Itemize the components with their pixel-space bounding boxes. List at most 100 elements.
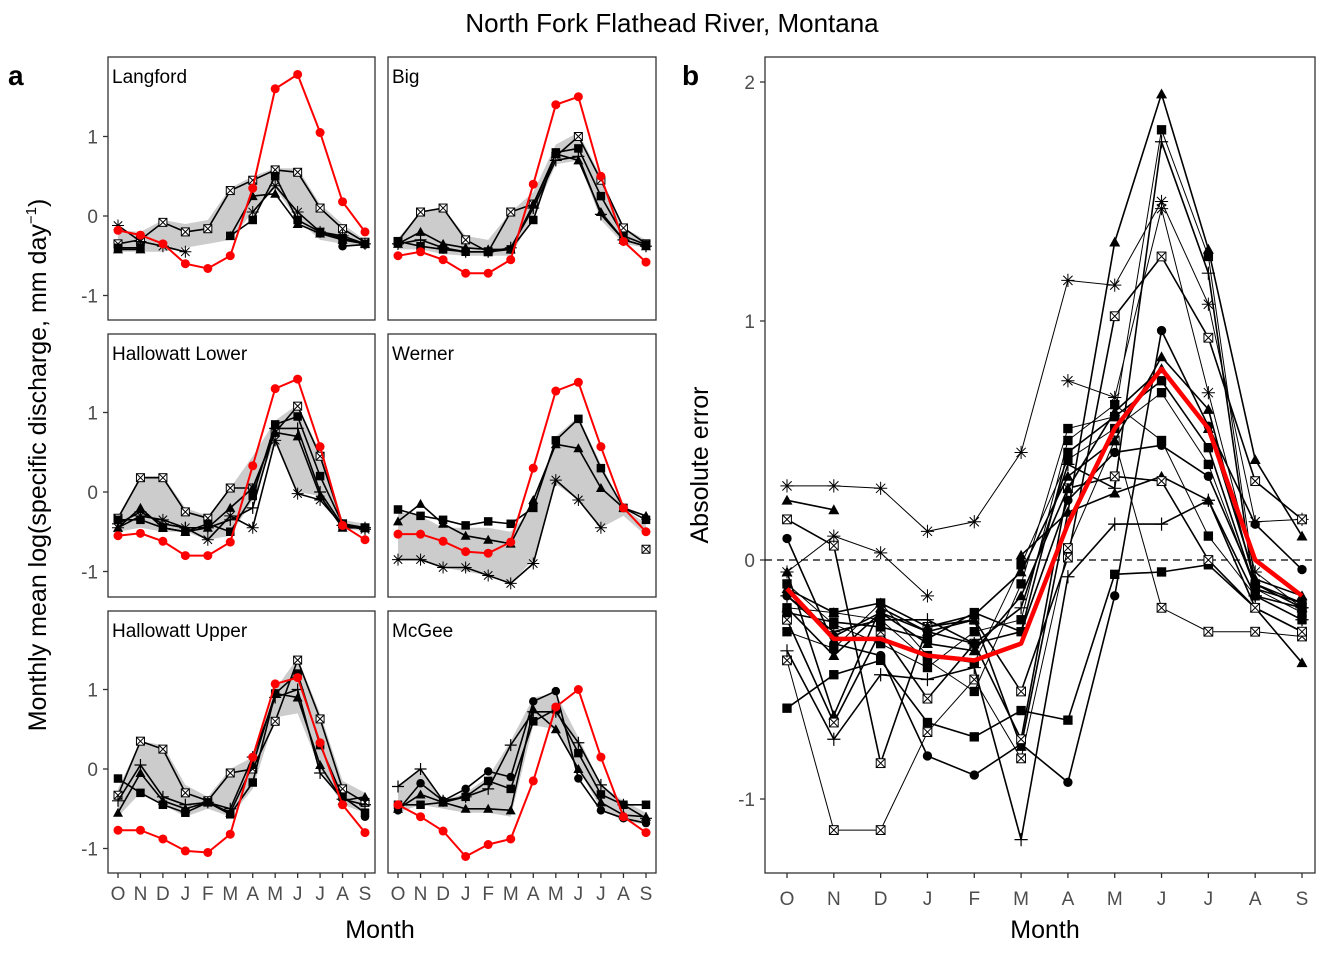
data-point-plus <box>112 794 124 807</box>
observed-point <box>135 825 145 835</box>
observed-point <box>270 679 280 689</box>
data-point-asterisk <box>1201 297 1215 311</box>
observed-point <box>180 259 190 269</box>
data-point-plus <box>1201 266 1215 280</box>
data-point-box-x <box>293 401 302 411</box>
panel-a-y-axis-label-tail: ) <box>24 199 52 207</box>
observed-point <box>483 840 493 850</box>
data-point-square <box>315 471 325 481</box>
data-point-square <box>1110 399 1120 410</box>
observed-point <box>203 263 213 273</box>
data-point-square <box>1016 560 1026 570</box>
observed-point <box>203 847 213 857</box>
data-point-square <box>461 521 470 530</box>
data-point-plus <box>1014 601 1028 615</box>
data-point-box-x <box>829 717 839 728</box>
data-point-asterisk <box>269 179 282 192</box>
mean-error-line <box>785 366 1304 663</box>
data-point-box-x <box>158 218 168 227</box>
observed-point <box>416 247 426 257</box>
data-point-triangle <box>595 797 606 807</box>
data-point-triangle <box>550 439 561 449</box>
data-point-box-x <box>1156 603 1167 613</box>
data-point-circle <box>1063 495 1073 505</box>
data-point-square <box>1063 454 1073 465</box>
data-point-asterisk <box>527 557 540 570</box>
data-point-box-x <box>782 514 792 525</box>
data-point-plus <box>504 739 517 752</box>
data-point-square <box>136 788 145 798</box>
data-point-square <box>829 617 839 627</box>
data-point-triangle <box>225 502 236 512</box>
x-tick-label: D <box>874 889 888 910</box>
data-point-circle <box>922 751 933 761</box>
data-point-triangle <box>438 797 449 807</box>
data-point-triangle <box>337 234 348 244</box>
data-point-box-x <box>1063 543 1073 553</box>
observed-point <box>338 520 348 530</box>
observed-point <box>483 548 493 558</box>
x-tick-label: J <box>596 884 606 905</box>
data-point-triangle <box>135 767 146 777</box>
x-tick-label: M <box>1107 889 1123 910</box>
data-point-plus <box>224 513 237 526</box>
data-point-circle <box>1250 519 1260 529</box>
data-point-asterisk <box>291 206 304 219</box>
panel-a-y-axis-label-sup: −1 <box>23 207 40 224</box>
data-point-square <box>248 491 257 501</box>
y-tick-label: 1 <box>87 681 98 702</box>
data-point-box-x <box>158 473 168 483</box>
data-point-asterisk <box>246 206 259 219</box>
facet-label: McGee <box>392 621 453 642</box>
panel-a-y-axis-label: Monthly mean log(specific discharge, mm … <box>23 199 52 732</box>
data-point-asterisk <box>920 524 935 538</box>
y-tick-label: -1 <box>81 840 98 861</box>
x-tick-label: J <box>574 884 584 905</box>
data-point-triangle <box>1249 454 1261 465</box>
data-point-circle <box>969 770 979 780</box>
data-point-square <box>574 144 583 153</box>
y-tick-label: 0 <box>744 551 755 572</box>
data-point-square <box>483 517 493 526</box>
data-point-box-x <box>1016 734 1026 745</box>
observed-point <box>225 829 235 839</box>
data-point-square <box>922 717 933 728</box>
data-point-box-x <box>225 768 235 778</box>
observed-point <box>180 846 190 856</box>
data-point-box-x <box>293 655 302 665</box>
data-point-triangle <box>460 530 471 540</box>
data-point-square <box>293 412 302 421</box>
data-point-square <box>1203 251 1214 262</box>
data-point-circle <box>922 627 933 637</box>
data-point-triangle <box>1015 590 1027 601</box>
data-point-asterisk <box>827 529 841 543</box>
data-point-asterisk <box>392 553 404 566</box>
data-point-box-x <box>1297 514 1307 525</box>
data-point-circle <box>969 638 979 649</box>
observed-point <box>270 84 280 94</box>
series-square <box>782 376 1307 644</box>
data-point-square <box>922 655 933 666</box>
data-point-square <box>113 774 123 783</box>
data-point-triangle <box>415 789 426 799</box>
observed-point <box>293 673 303 683</box>
uncertainty-band <box>118 404 365 540</box>
x-tick-label: F <box>482 884 494 905</box>
observed-point <box>641 828 651 838</box>
data-point-plus <box>291 422 304 435</box>
y-tick-label: 0 <box>87 760 98 781</box>
y-tick-label: 1 <box>744 312 755 333</box>
panel-b-y-axis-label: Absolute error <box>686 386 714 543</box>
data-point-plus <box>482 245 495 258</box>
x-tick-label: J <box>293 884 303 905</box>
data-point-square <box>829 670 839 680</box>
observed-point <box>158 834 168 844</box>
y-tick-label: 1 <box>87 128 98 149</box>
data-point-plus <box>156 517 169 530</box>
data-point-square <box>1203 442 1214 453</box>
observed-point <box>393 800 403 810</box>
data-point-asterisk <box>874 546 888 560</box>
data-point-plus <box>156 790 169 803</box>
